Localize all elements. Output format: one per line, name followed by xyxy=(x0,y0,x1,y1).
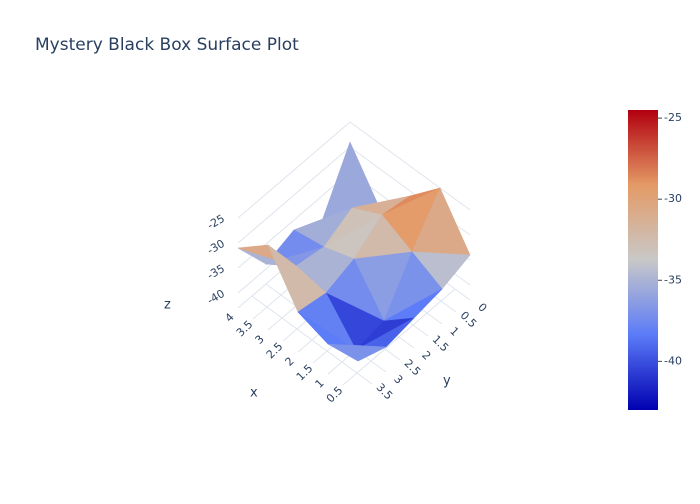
x-axis-title: x xyxy=(250,386,258,401)
z-axis-title: z xyxy=(164,298,171,313)
z-tick-label: -40 xyxy=(205,287,227,307)
x-tick-label: 3.5 xyxy=(234,318,256,340)
y-tick-label: 0 xyxy=(475,301,489,315)
x-tick-label: 2 xyxy=(283,355,297,369)
grid-line xyxy=(251,295,373,385)
z-tick-label: -35 xyxy=(205,262,227,282)
grid-line xyxy=(237,146,351,244)
x-tick-label: 1 xyxy=(313,377,327,391)
y-tick-label: 0.5 xyxy=(458,309,480,331)
z-tick-label: -25 xyxy=(205,212,227,232)
chart-title: Mystery Black Box Surface Plot xyxy=(35,35,299,55)
colorbar-tick-label: -25 xyxy=(664,111,682,124)
colorbar xyxy=(628,110,658,410)
x-tick-label: 4 xyxy=(223,311,237,325)
x-tick-label: 3 xyxy=(253,333,267,347)
y-tick-label: 3 xyxy=(391,373,405,387)
surface-patch xyxy=(327,343,388,362)
surface xyxy=(237,141,471,362)
grid-line xyxy=(349,121,471,211)
colorbar-tick-label: -30 xyxy=(664,192,682,205)
x-tick-label: 2.5 xyxy=(264,340,286,362)
x-tick-label: 0.5 xyxy=(324,384,346,406)
y-axis-title: y xyxy=(443,374,451,389)
y-tick-label: 1.5 xyxy=(430,333,452,355)
colorbar-tick-label: -40 xyxy=(664,354,682,367)
x-tick-label: 1.5 xyxy=(294,362,316,384)
y-tick-label: 1 xyxy=(447,325,461,339)
y-tick-label: 2.5 xyxy=(402,357,424,379)
y-tick-label: 2 xyxy=(419,349,433,363)
grid-line xyxy=(237,121,351,219)
colorbar-tick-label: -35 xyxy=(664,273,682,286)
z-tick-label: -30 xyxy=(205,237,227,257)
y-tick-label: 3.5 xyxy=(374,381,396,403)
